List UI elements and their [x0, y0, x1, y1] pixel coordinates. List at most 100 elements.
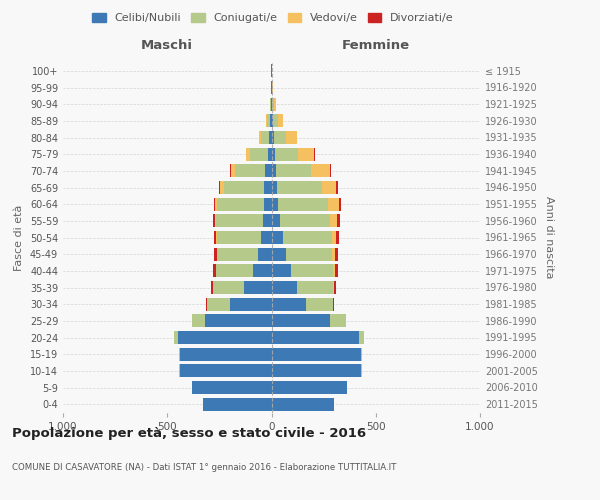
Bar: [283, 231, 332, 244]
Bar: [268, 148, 271, 160]
Text: COMUNE DI CASAVATORE (NA) - Dati ISTAT 1° gennaio 2016 - Elaborazione TUTTITALIA: COMUNE DI CASAVATORE (NA) - Dati ISTAT 1…: [12, 462, 397, 471]
Bar: [271, 331, 359, 344]
Bar: [266, 114, 268, 128]
Bar: [263, 214, 271, 228]
Bar: [286, 131, 296, 144]
Bar: [271, 364, 361, 378]
Bar: [332, 248, 335, 260]
Bar: [192, 381, 271, 394]
Bar: [192, 314, 205, 328]
Bar: [271, 248, 286, 260]
Bar: [271, 381, 347, 394]
Bar: [216, 264, 253, 278]
Bar: [296, 281, 333, 294]
Bar: [270, 98, 271, 110]
Bar: [203, 398, 271, 410]
Bar: [205, 314, 271, 328]
Bar: [361, 348, 362, 360]
Bar: [261, 131, 269, 144]
Bar: [173, 331, 178, 344]
Bar: [265, 164, 271, 177]
Bar: [271, 181, 277, 194]
Bar: [217, 198, 264, 210]
Bar: [269, 131, 271, 144]
Bar: [217, 248, 258, 260]
Bar: [333, 281, 334, 294]
Bar: [271, 148, 275, 160]
Bar: [271, 298, 306, 310]
Bar: [336, 181, 338, 194]
Bar: [335, 264, 338, 278]
Bar: [271, 348, 361, 360]
Y-axis label: Fasce di età: Fasce di età: [14, 204, 24, 270]
Bar: [277, 181, 322, 194]
Bar: [274, 98, 276, 110]
Bar: [206, 298, 207, 310]
Bar: [216, 231, 217, 244]
Bar: [178, 331, 271, 344]
Bar: [359, 331, 364, 344]
Bar: [271, 231, 283, 244]
Bar: [224, 181, 264, 194]
Bar: [213, 214, 215, 228]
Bar: [336, 231, 339, 244]
Bar: [180, 364, 271, 378]
Bar: [278, 114, 283, 128]
Bar: [211, 281, 213, 294]
Bar: [214, 231, 216, 244]
Bar: [261, 231, 271, 244]
Bar: [311, 164, 330, 177]
Bar: [286, 248, 332, 260]
Text: Maschi: Maschi: [141, 38, 193, 52]
Bar: [271, 164, 275, 177]
Bar: [292, 264, 333, 278]
Bar: [215, 198, 217, 210]
Bar: [264, 181, 271, 194]
Bar: [264, 198, 271, 210]
Bar: [272, 81, 273, 94]
Legend: Celibi/Nubili, Coniugati/e, Vedovi/e, Divorziati/e: Celibi/Nubili, Coniugati/e, Vedovi/e, Di…: [88, 8, 458, 28]
Bar: [258, 248, 271, 260]
Bar: [271, 214, 280, 228]
Bar: [333, 298, 334, 310]
Bar: [216, 214, 263, 228]
Bar: [180, 348, 271, 360]
Bar: [272, 98, 274, 110]
Bar: [335, 248, 338, 260]
Bar: [271, 131, 274, 144]
Bar: [246, 148, 250, 160]
Bar: [259, 131, 261, 144]
Bar: [322, 181, 336, 194]
Bar: [333, 264, 335, 278]
Bar: [214, 198, 215, 210]
Bar: [271, 114, 272, 128]
Bar: [337, 214, 340, 228]
Bar: [230, 164, 231, 177]
Bar: [271, 98, 272, 110]
Bar: [268, 114, 271, 128]
Bar: [272, 114, 278, 128]
Bar: [334, 281, 336, 294]
Text: Femmine: Femmine: [341, 38, 410, 52]
Bar: [339, 198, 341, 210]
Bar: [213, 281, 244, 294]
Bar: [230, 298, 271, 310]
Bar: [253, 264, 271, 278]
Bar: [207, 298, 230, 310]
Bar: [332, 231, 336, 244]
Bar: [271, 264, 292, 278]
Bar: [306, 298, 333, 310]
Bar: [214, 264, 216, 278]
Bar: [330, 164, 331, 177]
Bar: [275, 148, 298, 160]
Bar: [214, 248, 217, 260]
Bar: [217, 231, 261, 244]
Y-axis label: Anni di nascita: Anni di nascita: [544, 196, 554, 278]
Bar: [235, 164, 265, 177]
Bar: [274, 131, 286, 144]
Bar: [215, 214, 216, 228]
Bar: [278, 198, 328, 210]
Bar: [220, 181, 224, 194]
Bar: [271, 314, 330, 328]
Bar: [179, 348, 180, 360]
